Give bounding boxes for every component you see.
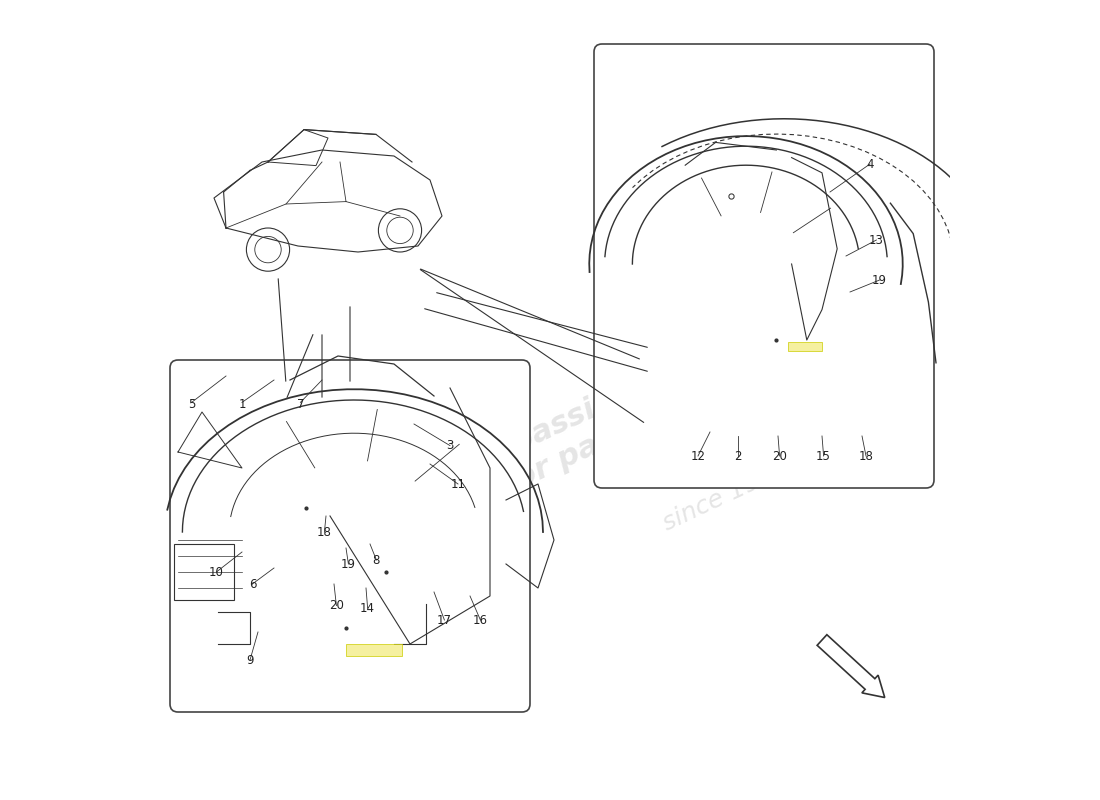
FancyBboxPatch shape xyxy=(346,644,402,656)
Text: a passion
for parts: a passion for parts xyxy=(478,377,653,503)
Text: 12: 12 xyxy=(691,450,705,462)
FancyBboxPatch shape xyxy=(594,44,934,488)
Text: 18: 18 xyxy=(317,526,332,538)
Text: 8: 8 xyxy=(373,554,381,566)
Text: 1: 1 xyxy=(239,398,245,410)
Text: 20: 20 xyxy=(772,450,786,462)
Text: 9: 9 xyxy=(246,654,254,666)
FancyBboxPatch shape xyxy=(788,342,822,351)
Text: 13: 13 xyxy=(869,234,883,246)
FancyBboxPatch shape xyxy=(170,360,530,712)
Text: 10: 10 xyxy=(209,566,223,578)
Text: 15: 15 xyxy=(816,450,831,462)
Text: 19: 19 xyxy=(341,558,356,570)
Text: 19: 19 xyxy=(872,274,887,286)
Text: 20: 20 xyxy=(329,599,344,612)
Text: 11: 11 xyxy=(451,478,465,490)
Text: 5: 5 xyxy=(188,398,196,410)
Text: 18: 18 xyxy=(859,450,873,462)
Text: 4: 4 xyxy=(867,158,873,170)
Text: 3: 3 xyxy=(447,439,453,452)
Text: 16: 16 xyxy=(473,614,488,626)
Text: 7: 7 xyxy=(297,398,304,410)
Text: 14: 14 xyxy=(360,602,375,614)
Text: 6: 6 xyxy=(249,578,256,590)
Text: 17: 17 xyxy=(437,614,452,626)
Text: 2: 2 xyxy=(735,450,741,462)
Text: since 1985: since 1985 xyxy=(659,456,793,536)
FancyArrow shape xyxy=(817,634,884,698)
